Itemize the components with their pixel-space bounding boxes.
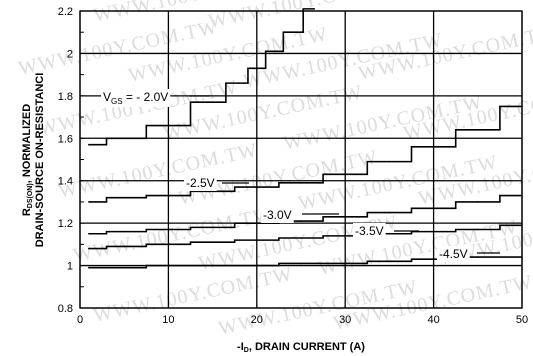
series-point [211,101,214,104]
series-point [255,222,258,224]
series-point [521,224,523,227]
series-point [238,82,240,84]
series-point [291,31,293,34]
series-point [300,182,302,184]
series-point [432,207,435,210]
series-label: -2.5V [186,176,215,190]
x-axis-title: -ID, DRAIN CURRENT (A) [237,341,365,354]
series-point [123,266,125,269]
series-point [521,256,523,258]
x-tick-label: 40 [427,314,439,326]
series-point [123,245,125,248]
series-point [88,143,90,146]
series-label-background [101,89,171,107]
y-axis-title-line1: RDS(ON), NORMALIZED [21,104,34,216]
series-label: -3.5V [355,224,384,238]
y-tick-label: 1.6 [58,133,73,145]
series-3: -3.0V [88,194,523,235]
series-point [388,260,391,263]
series-point [477,256,479,258]
series-point [88,232,90,235]
series-point [344,215,347,218]
series-point [123,137,125,140]
series-point [344,262,347,265]
series-point [255,264,258,267]
series-label: VGS = - 2.0V [103,90,168,106]
series-4: -3.5V [88,223,523,250]
series-point [388,232,391,235]
series-point [477,129,479,131]
ticks: 0 10 20 30 40 50 0.8 1 1.2 1.4 1.6 1.8 2 2.2 [58,6,528,326]
series-point [432,230,435,233]
y-tick-label: 1.2 [58,218,73,230]
y-tick-label: 1.8 [58,91,73,103]
series-point [477,228,479,231]
x-tick-label: 0 [77,314,83,326]
series-2: -2.5V [88,105,523,203]
series-point [255,239,258,241]
series-point [344,173,347,176]
series-point [388,211,391,214]
series-label-background [184,175,217,191]
series-point [255,186,258,188]
series-point [521,194,523,197]
series-point [211,241,214,244]
y-tick-label: 2 [67,48,73,60]
series-label-background [437,246,470,262]
series-point [88,266,90,269]
y-tick-label: 0.8 [58,303,73,315]
series-1: VGS = - 2.0V [88,8,316,146]
series-label: -4.5V [439,247,468,261]
series-point [255,67,258,70]
series-point [388,160,391,163]
series-point [300,237,302,239]
series-label-background [353,223,386,239]
series-label: -3.0V [263,208,292,222]
y-tick-label: 2.2 [58,6,73,18]
x-tick-label: 30 [339,314,351,326]
series-point [313,8,316,10]
series-point [211,264,214,267]
y-tick-label: 1.4 [58,176,73,188]
series-point [167,243,170,246]
series-point [88,201,90,203]
x-tick-label: 20 [251,314,263,326]
series-point [167,264,170,267]
series-point [432,258,435,261]
series-point [123,196,125,199]
series-point [300,220,302,222]
series-point [273,50,276,53]
x-tick-label: 50 [516,314,528,326]
series-point [211,226,214,229]
series-point [344,235,347,237]
series-5: -4.5V [88,246,523,269]
series-point [88,247,90,250]
series-point [300,262,302,265]
series-point [521,105,523,108]
series-point [167,194,170,197]
y-tick-label: 1 [67,261,73,273]
series-point [432,145,435,148]
x-tick-label: 10 [162,314,174,326]
y-axis-title-line2: DRAIN-SOURCE ON-RESISTANCI [34,73,46,248]
series-point [167,124,170,127]
series-point [123,230,125,233]
series-point [477,201,479,203]
series-label-background [261,207,294,223]
series-layer: VGS = - 2.0V -2.5V -3.0V -3.5V -4.5V [88,8,523,269]
series-point [167,228,170,231]
